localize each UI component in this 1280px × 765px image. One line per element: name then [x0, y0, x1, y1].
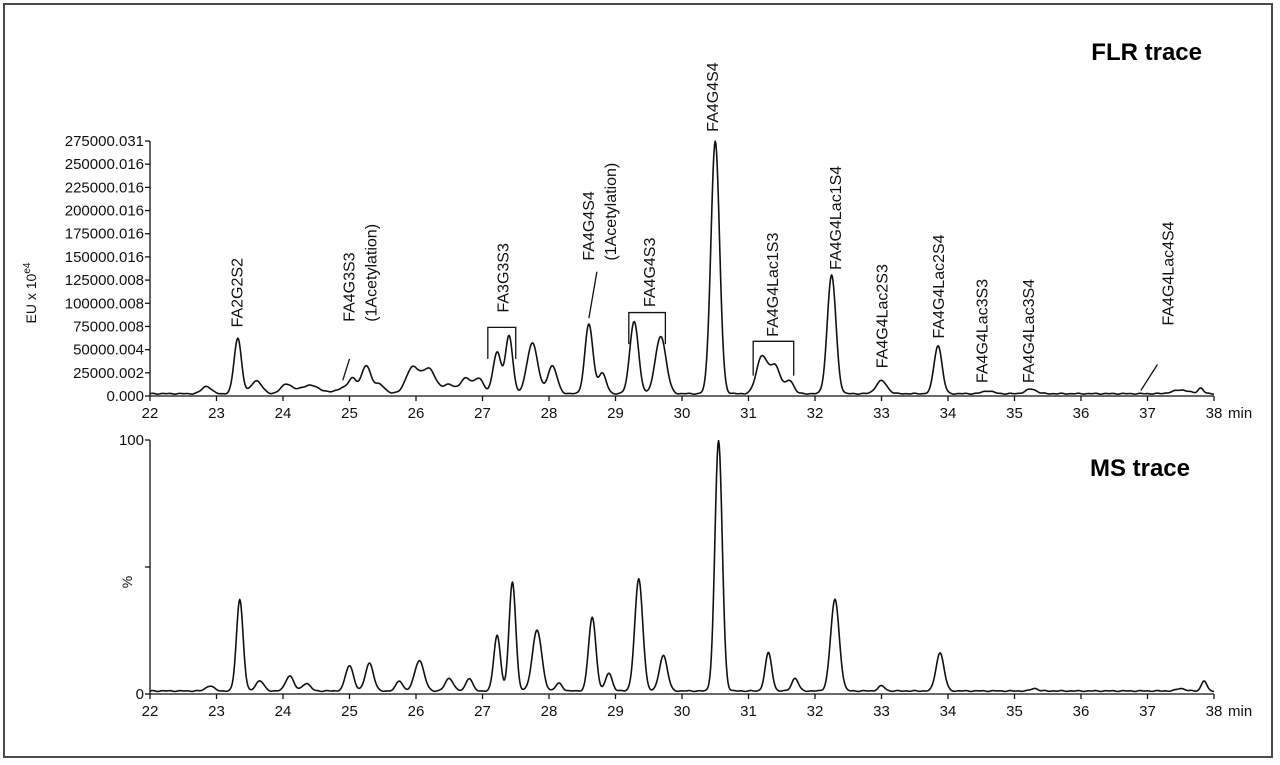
ms-x-tick-label: 34 [940, 703, 957, 720]
ms-trace-panel: MS trace % 22 23 24 25 26 27 28 29 30 31 32 33 34 35 3… [119, 432, 1252, 720]
peak-label: FA4G4S3 [642, 238, 659, 307]
peak-label: FA4G4S4 [705, 62, 722, 131]
flr-trace-panel: FLR trace EU x 10e4 22 23 24 25 26 27 28 29 30 31… [22, 39, 1252, 422]
peak-label-leader [588, 271, 598, 319]
peak-group-bracket [487, 326, 517, 359]
ms-x-tick-label: 28 [541, 703, 558, 720]
flr-y-tick-label: 25000.002 [73, 365, 144, 382]
flr-x-tick-label: 37 [1139, 405, 1156, 422]
peak-label: FA2G2S2 [230, 258, 247, 327]
ms-y-tick-label: 100 [119, 432, 144, 449]
peak-group-bracket [628, 311, 667, 345]
flr-x-unit-label: min [1228, 405, 1252, 422]
peak-label: FA4G4S4 [581, 191, 598, 260]
flr-x-tick-label: 33 [873, 405, 890, 422]
flr-axes: 22 23 24 25 26 27 28 29 30 31 32 33 34 35 36 37 38 min 0.0… [65, 133, 1252, 422]
flr-y-tick-label: 200000.016 [65, 203, 144, 220]
ms-x-tick-label: 26 [408, 703, 425, 720]
flr-y-tick-label: 75000.008 [73, 318, 144, 335]
flr-x-tick-label: 22 [142, 405, 159, 422]
peak-group-bracket [752, 340, 795, 376]
ms-axes: 22 23 24 25 26 27 28 29 30 31 32 33 34 35 36 37 38 min 0 10… [119, 432, 1252, 720]
flr-x-tick-label: 29 [607, 405, 624, 422]
peak-label-leader [342, 358, 351, 381]
flr-trace-line [149, 140, 1215, 395]
ms-trace-line [149, 439, 1215, 693]
peak-label: FA3G3S3 [496, 243, 513, 312]
flr-x-tick-label: 26 [408, 405, 425, 422]
flr-x-tick-label: 27 [474, 405, 491, 422]
flr-title: FLR trace [1091, 39, 1202, 66]
flr-x-tick-label: 24 [275, 405, 292, 422]
flr-y-tick-label: 175000.016 [65, 226, 144, 243]
flr-y-axis-label-main: EU x 10 [23, 273, 39, 323]
flr-x-tick-label: 31 [740, 405, 757, 422]
peak-label: FA4G4Lac2S4 [931, 234, 948, 338]
ms-x-tick-label: 35 [1006, 703, 1023, 720]
ms-x-tick-label: 33 [873, 703, 890, 720]
ms-x-tick-label: 32 [807, 703, 824, 720]
ms-x-tick-label: 25 [341, 703, 358, 720]
ms-x-tick-label: 24 [275, 703, 292, 720]
flr-y-tick-label: 100000.008 [65, 295, 144, 312]
ms-x-tick-label: 31 [740, 703, 757, 720]
flr-x-tick-label: 36 [1073, 405, 1090, 422]
flr-x-tick-label: 32 [807, 405, 824, 422]
ms-y-axis-label: % [119, 576, 135, 588]
flr-y-tick-label: 150000.016 [65, 249, 144, 266]
flr-x-tick-label: 25 [341, 405, 358, 422]
flr-y-tick-label: 225000.016 [65, 179, 144, 196]
flr-peak-brackets [487, 311, 795, 376]
ms-x-tick-label: 27 [474, 703, 491, 720]
flr-y-tick-label: 125000.008 [65, 272, 144, 289]
ms-x-tick-label: 22 [142, 703, 159, 720]
flr-y-tick-label: 50000.004 [73, 342, 144, 359]
ms-x-tick-label: 23 [208, 703, 225, 720]
flr-peak-labels: FA2G2S2 FA4G3S3 (1Acetylation) FA3G3S3 FA4G4… [230, 62, 1177, 391]
flr-y-tick-label: 0.000 [106, 388, 144, 405]
flr-y-axis-label-sup: e4 [22, 262, 33, 274]
ms-x-tick-label: 38 [1206, 703, 1223, 720]
flr-x-tick-label: 35 [1006, 405, 1023, 422]
peak-label: FA4G4Lac4S4 [1160, 221, 1177, 325]
figure-frame [3, 3, 1273, 758]
ms-x-tick-label: 37 [1139, 703, 1156, 720]
peak-label: FA4G4Lac2S3 [875, 264, 892, 368]
peak-label: FA4G4Lac1S3 [765, 233, 782, 337]
peak-label: FA4G4Lac1S4 [828, 166, 845, 270]
ms-y-tick-label: 0 [136, 686, 144, 703]
peak-label: (1Acetylation) [603, 163, 620, 261]
peak-label: FA4G3S3 [342, 252, 359, 321]
ms-x-tick-label: 30 [674, 703, 691, 720]
peak-label: FA4G4Lac3S4 [1021, 279, 1038, 383]
flr-x-tick-label: 23 [208, 405, 225, 422]
ms-x-unit-label: min [1228, 703, 1252, 720]
peak-label: FA4G4Lac3S3 [974, 279, 991, 383]
flr-x-tick-label: 30 [674, 405, 691, 422]
flr-x-tick-label: 28 [541, 405, 558, 422]
ms-title: MS trace [1090, 455, 1190, 482]
flr-x-tick-label: 38 [1206, 405, 1223, 422]
flr-y-axis-label: EU x 10e4 [22, 262, 39, 323]
flr-y-tick-label: 275000.031 [65, 133, 144, 150]
ms-x-tick-label: 29 [607, 703, 624, 720]
flr-x-tick-label: 34 [940, 405, 957, 422]
ms-x-tick-label: 36 [1073, 703, 1090, 720]
flr-y-tick-label: 250000.016 [65, 156, 144, 173]
peak-label-leader [1140, 364, 1159, 391]
peak-label: (1Acetylation) [364, 224, 381, 322]
